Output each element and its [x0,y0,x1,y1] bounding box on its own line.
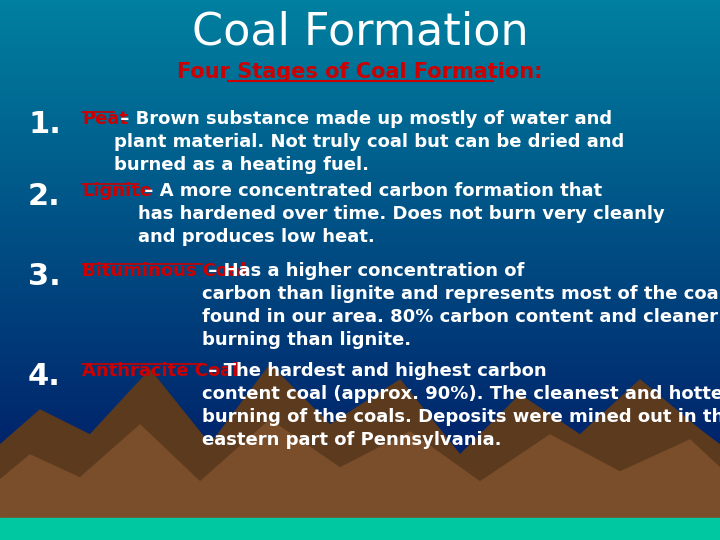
Text: Peat: Peat [82,110,128,128]
Text: 1.: 1. [28,110,61,139]
Text: Bituminous Coal: Bituminous Coal [82,262,246,280]
Text: 3.: 3. [28,262,60,291]
Polygon shape [0,420,720,540]
Polygon shape [0,365,720,540]
Bar [0,518,720,540]
Text: Anthracite Coal: Anthracite Coal [82,362,238,380]
Text: Lignite: Lignite [82,182,152,200]
Text: – Has a higher concentration of
carbon than lignite and represents most of the c: – Has a higher concentration of carbon t… [202,262,720,349]
Text: – Brown substance made up mostly of water and
plant material. Not truly coal but: – Brown substance made up mostly of wate… [114,110,624,174]
Text: – A more concentrated carbon formation that
has hardened over time. Does not bur: – A more concentrated carbon formation t… [138,182,665,246]
Text: – The hardest and highest carbon
content coal (approx. 90%). The cleanest and ho: – The hardest and highest carbon content… [202,362,720,449]
Text: Four Stages of Coal Formation:: Four Stages of Coal Formation: [177,62,543,82]
Text: 2.: 2. [28,182,60,211]
Text: 4.: 4. [28,362,61,391]
Text: Coal Formation: Coal Formation [192,10,528,53]
